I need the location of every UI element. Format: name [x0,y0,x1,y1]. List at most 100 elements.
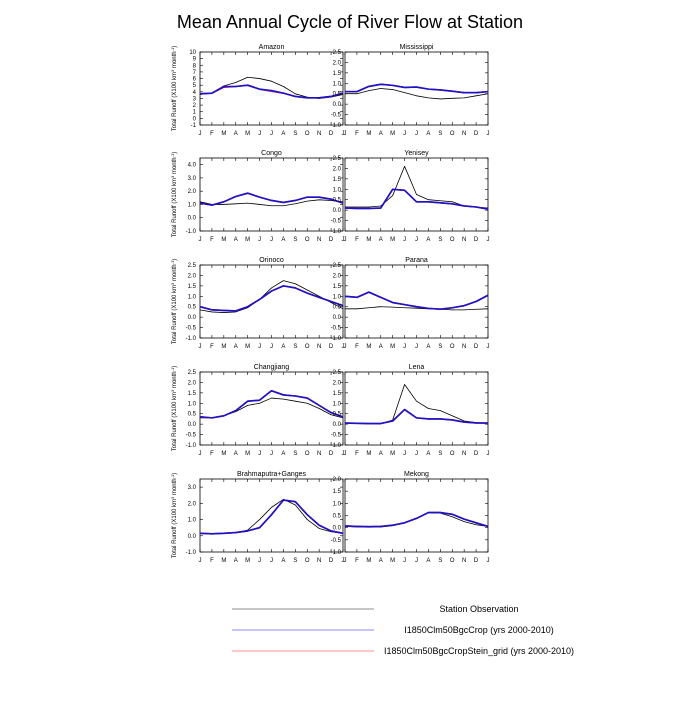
data-point-model_a [451,419,453,421]
x-tick-label: M [390,451,395,457]
data-point-model_a [475,422,477,424]
x-tick-label: J [487,237,490,243]
data-point-model_a [295,395,296,397]
data-point-model_a [306,196,308,198]
data-point-model_a [306,97,308,99]
y-tick-label: 0.5 [333,92,342,98]
data-point-observation [380,306,382,308]
data-point-model_a [330,412,332,413]
data-point-observation [440,410,441,411]
data-point-observation [295,203,296,205]
series-line-model_a [344,511,489,528]
data-point-model_a [416,518,417,519]
y-axis-label-part: 3 [170,69,175,72]
x-tick-label: A [426,131,430,137]
data-point-observation [416,400,417,402]
x-tick-label: A [234,451,238,457]
data-point-observation [342,201,344,203]
data-point-model_a [451,307,453,309]
data-point-model_a [428,418,429,420]
data-point-model_a [440,202,441,204]
y-tick-label: 2.5 [188,370,197,376]
x-tick-label: J [403,237,406,243]
data-point-model_a [392,188,393,190]
data-point-observation [247,202,248,204]
data-point-model_a [199,533,201,534]
data-point-model_a [428,512,429,513]
x-tick-label: M [221,558,226,564]
data-point-observation [344,308,346,310]
panel-parana: Parana -1.0 -0.5 0.0 0.5 1.0 1.5 2.0 2.5 J F M A M J J A… [331,257,490,350]
x-tick-label: A [281,344,285,350]
data-point-observation [342,417,344,419]
x-tick-label: D [329,344,334,350]
panel-title: Orinoco [259,257,284,264]
y-tick-label: 0.0 [188,315,197,321]
data-point-observation [295,93,296,95]
data-point-model_a [463,305,465,306]
y-tick-label: -0.5 [331,113,342,119]
data-point-model_a [404,522,405,524]
data-point-model_a [271,200,272,201]
data-point-observation [404,307,405,309]
data-point-observation [475,95,477,97]
x-tick-label: N [317,451,321,457]
data-point-observation [463,97,465,99]
x-tick-label: J [415,558,418,564]
y-tick-label: 2.0 [188,189,197,195]
x-tick-label: J [258,344,261,350]
y-axis-label-part: month [172,157,178,175]
y-tick-label: -1.0 [186,229,197,235]
y-axis-label-part: ) [172,46,178,48]
series-line-observation [345,88,489,100]
panel-mississippi: Mississippi -1.0 -0.5 0.0 0.5 1.0 1.5 2.0 2.5 J F M… [331,44,490,137]
y-tick-label: 0.5 [333,198,342,204]
x-tick-label: F [210,344,214,350]
x-tick-label: J [258,237,261,243]
data-point-model_a [463,518,465,520]
data-point-observation [223,204,225,205]
data-point-observation [451,309,453,311]
data-point-observation [392,89,393,90]
x-tick-label: M [366,344,371,350]
panel-lena: Lena -1.0 -0.5 0.0 0.5 1.0 1.5 2.0 2.5 J F M A M J J A S O… [331,364,490,457]
series-line-model_a [199,389,344,419]
data-point-model_a [318,405,320,406]
y-tick-label: 1.0 [188,202,197,208]
data-point-observation [368,90,370,91]
legend: Station Observation I1850Clm50BgcCrop (yr… [232,604,574,656]
data-point-observation [404,92,405,93]
y-tick-label: 1.5 [188,284,197,290]
x-tick-label: J [487,131,490,137]
x-tick-label: J [270,451,273,457]
data-point-observation [428,97,429,99]
data-point-model_a [283,499,284,501]
y-tick-label: 1.0 [333,294,342,300]
x-tick-label: S [293,451,297,457]
y-tick-label: -0.5 [331,538,342,544]
y-axis-label-part: 3 [170,175,175,178]
x-tick-label: F [210,131,214,137]
data-point-model_a [440,308,441,310]
data-point-model_a [271,290,272,292]
x-tick-label: M [366,451,371,457]
y-axis-label-part: month [172,51,178,69]
data-point-observation [235,311,237,313]
x-tick-label: J [270,237,273,243]
x-tick-label: S [293,131,297,137]
data-point-model_a [306,397,308,399]
data-point-observation [330,200,332,201]
data-point-observation [451,201,453,203]
data-point-model_a [235,410,237,411]
y-axis-label-part: Total Runoff (X100 km [172,392,178,451]
x-tick-label: F [355,237,359,243]
y-axis-label-part: 3 [170,496,175,499]
data-point-model_a [428,308,429,309]
x-tick-label: S [438,131,442,137]
data-point-model_a [428,88,429,90]
x-tick-label: F [210,451,214,457]
x-tick-label: M [366,237,371,243]
data-point-model_a [247,192,248,194]
data-point-observation [487,207,489,209]
x-tick-label: A [426,237,430,243]
